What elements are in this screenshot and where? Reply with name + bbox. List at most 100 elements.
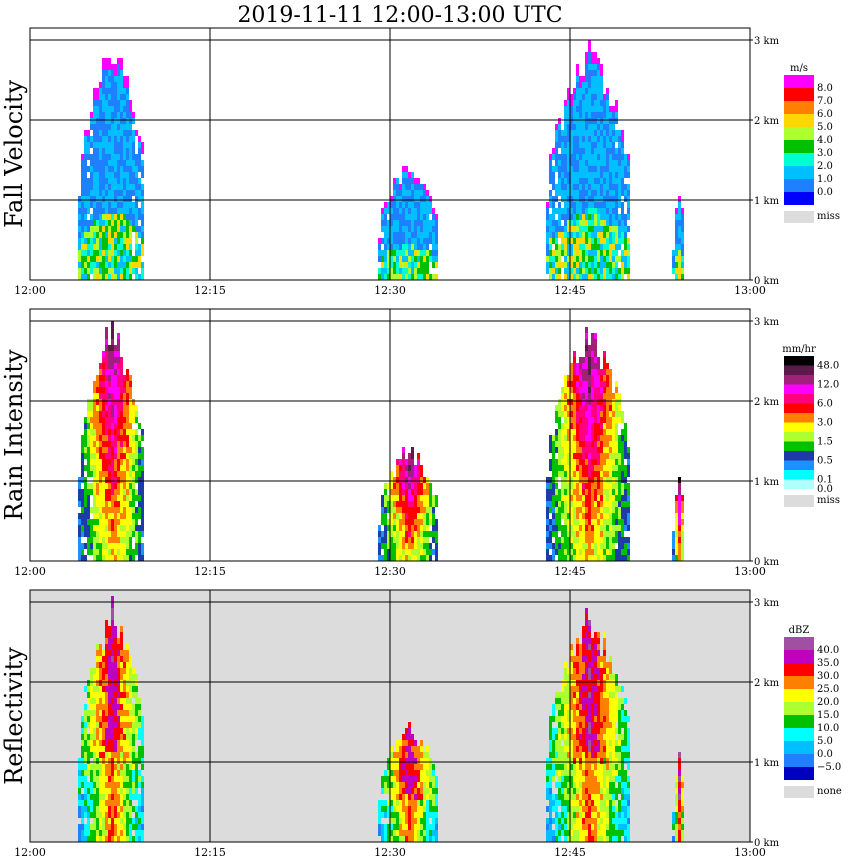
- echo-cell: [576, 782, 579, 788]
- echo-cell: [582, 662, 585, 668]
- echo-cell: [591, 423, 594, 429]
- echo-cell: [78, 202, 81, 208]
- echo-cell: [555, 746, 558, 752]
- echo-cell: [678, 268, 681, 274]
- echo-cell: [87, 190, 90, 196]
- echo-cell: [105, 525, 108, 531]
- echo-cell: [435, 824, 438, 830]
- echo-cell: [111, 668, 114, 674]
- echo-cell: [105, 650, 108, 656]
- colorbar-label: 1.5: [817, 437, 833, 448]
- echo-cell: [552, 441, 555, 447]
- echo-cell: [120, 214, 123, 220]
- echo-cell: [114, 100, 117, 106]
- echo-cell: [129, 459, 132, 465]
- echo-cell: [93, 830, 96, 836]
- echo-cell: [612, 429, 615, 435]
- echo-cell: [117, 770, 120, 776]
- echo-cell: [378, 531, 381, 537]
- echo-cell: [603, 220, 606, 226]
- echo-cell: [621, 148, 624, 154]
- echo-cell: [78, 758, 81, 764]
- echo-cell: [414, 782, 417, 788]
- echo-cell: [138, 770, 141, 776]
- echo-cell: [423, 501, 426, 507]
- echo-cell: [432, 549, 435, 555]
- echo-cell: [618, 465, 621, 471]
- echo-cell: [396, 232, 399, 238]
- echo-cell: [99, 525, 102, 531]
- echo-cell: [135, 836, 138, 842]
- echo-cell: [576, 214, 579, 220]
- echo-cell: [117, 758, 120, 764]
- echo-cell: [573, 387, 576, 393]
- echo-1: [378, 166, 438, 280]
- echo-cell: [111, 596, 114, 602]
- echo-cell: [99, 513, 102, 519]
- echo-cell: [555, 764, 558, 770]
- echo-cell: [558, 818, 561, 824]
- echo-cell: [549, 507, 552, 513]
- echo-cell: [405, 555, 408, 561]
- echo-cell: [678, 232, 681, 238]
- echo-cell: [384, 519, 387, 525]
- echo-cell: [414, 220, 417, 226]
- echo-cell: [108, 178, 111, 184]
- echo-cell: [570, 417, 573, 423]
- echo-cell: [561, 178, 564, 184]
- echo-cell: [609, 501, 612, 507]
- echo-cell: [432, 770, 435, 776]
- echo-cell: [570, 232, 573, 238]
- echo-cell: [111, 698, 114, 704]
- echo-cell: [396, 489, 399, 495]
- echo-cell: [561, 704, 564, 710]
- echo-cell: [585, 740, 588, 746]
- echo-cell: [402, 507, 405, 513]
- echo-cell: [567, 483, 570, 489]
- echo-cell: [105, 220, 108, 226]
- echo-cell: [546, 489, 549, 495]
- echo-cell: [93, 435, 96, 441]
- echo-cell: [111, 118, 114, 124]
- echo-cell: [120, 417, 123, 423]
- echo-cell: [561, 477, 564, 483]
- echo-cell: [129, 752, 132, 758]
- echo-cell: [402, 525, 405, 531]
- echo-cell: [135, 788, 138, 794]
- echo-cell: [120, 226, 123, 232]
- echo-cell: [582, 142, 585, 148]
- echo-cell: [573, 531, 576, 537]
- echo-cell: [555, 256, 558, 262]
- echo-cell: [396, 483, 399, 489]
- echo-cell: [591, 190, 594, 196]
- echo-cell: [393, 812, 396, 818]
- echo-cell: [582, 686, 585, 692]
- echo-cell: [582, 244, 585, 250]
- echo-cell: [141, 782, 144, 788]
- echo-cell: [552, 794, 555, 800]
- echo-cell: [429, 806, 432, 812]
- echo-cell: [96, 88, 99, 94]
- echo-cell: [108, 118, 111, 124]
- echo-cell: [114, 644, 117, 650]
- echo-cell: [108, 220, 111, 226]
- echo-cell: [126, 106, 129, 112]
- echo-cell: [108, 369, 111, 375]
- echo-cell: [81, 250, 84, 256]
- echo-cell: [429, 770, 432, 776]
- echo-cell: [432, 525, 435, 531]
- echo-cell: [93, 722, 96, 728]
- echo-cell: [411, 471, 414, 477]
- echo-cell: [126, 405, 129, 411]
- echo-cell: [552, 543, 555, 549]
- echo-cell: [120, 268, 123, 274]
- echo-cell: [396, 214, 399, 220]
- echo-cell: [117, 76, 120, 82]
- echo-cell: [129, 674, 132, 680]
- echo-cell: [564, 752, 567, 758]
- echo-cell: [132, 549, 135, 555]
- echo-cell: [99, 411, 102, 417]
- echo-cell: [552, 178, 555, 184]
- echo-cell: [597, 417, 600, 423]
- echo-cell: [135, 698, 138, 704]
